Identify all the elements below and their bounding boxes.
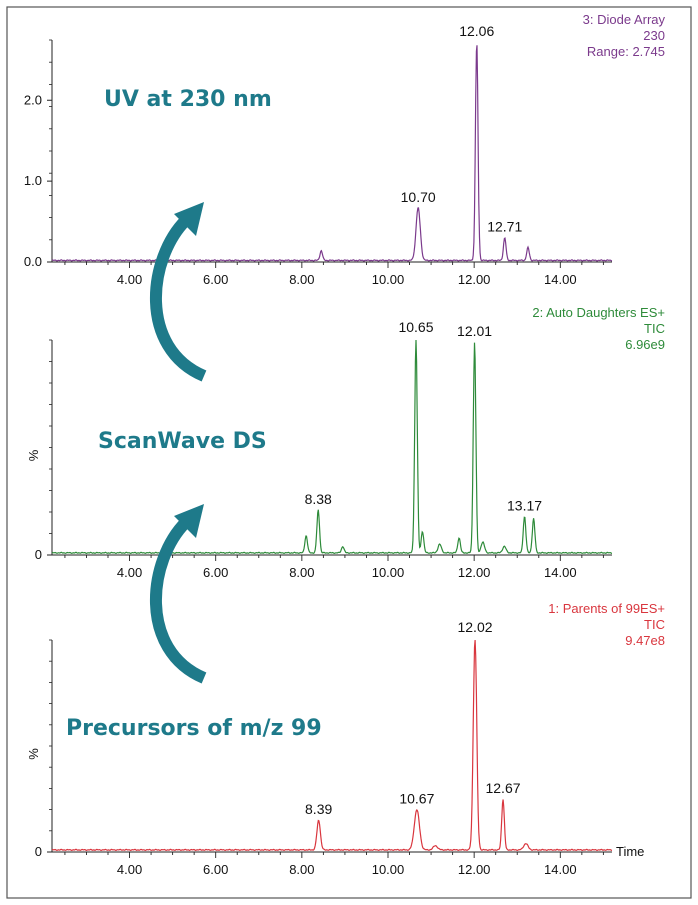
- series-trace: [51, 339, 612, 555]
- peak-label: 10.70: [401, 189, 436, 205]
- arrow-icon-head: [174, 504, 204, 538]
- y-tick-label: 0: [35, 844, 42, 859]
- x-tick-label: 6.00: [203, 862, 228, 877]
- x-tick-label: 4.00: [117, 272, 142, 287]
- overlay-label: Precursors of m/z 99: [66, 716, 322, 741]
- y-axis-label: %: [26, 449, 41, 461]
- arrow-icon-head: [174, 202, 204, 236]
- peak-label: 10.67: [399, 791, 434, 807]
- x-tick-label: 8.00: [289, 862, 314, 877]
- x-tick-label: 10.00: [372, 862, 405, 877]
- series-info-line: Range: 2.745: [587, 44, 665, 59]
- series-info-line: 1: Parents of 99ES+: [548, 601, 665, 616]
- x-tick-label: 8.00: [289, 565, 314, 580]
- x-tick-label: 6.00: [203, 565, 228, 580]
- x-tick-label: 14.00: [544, 565, 577, 580]
- series-info-line: 230: [643, 28, 665, 43]
- peak-label: 12.67: [485, 780, 520, 796]
- overlay-label: UV at 230 nm: [104, 87, 272, 112]
- y-tick-label: 0: [35, 547, 42, 562]
- peak-label: 8.39: [305, 801, 332, 817]
- x-tick-label: 10.00: [372, 272, 405, 287]
- peak-label: 12.02: [457, 619, 492, 635]
- y-tick-label: 0.0: [24, 254, 42, 269]
- series-info-line: 9.47e8: [625, 633, 665, 648]
- x-tick-label: 4.00: [117, 565, 142, 580]
- peak-label: 8.38: [305, 491, 332, 507]
- x-tick-label: 12.00: [458, 565, 491, 580]
- series-info-line: TIC: [644, 617, 665, 632]
- series-info-line: 3: Diode Array: [583, 12, 666, 27]
- x-axis-label: Time: [616, 844, 644, 859]
- x-tick-label: 12.00: [458, 862, 491, 877]
- y-tick-label: 2.0: [24, 92, 42, 107]
- series-info-line: 2: Auto Daughters ES+: [532, 305, 665, 320]
- x-tick-label: 12.00: [458, 272, 491, 287]
- x-tick-label: 14.00: [544, 862, 577, 877]
- x-tick-label: 8.00: [289, 272, 314, 287]
- y-axis-label: %: [26, 748, 41, 760]
- series-trace: [51, 45, 613, 262]
- overlay-label: ScanWave DS: [98, 429, 267, 454]
- peak-label: 13.17: [507, 497, 542, 513]
- arrow-icon: [149, 215, 207, 382]
- figure-border: [6, 6, 692, 899]
- peak-label: 10.65: [398, 319, 433, 335]
- series-trace: [51, 639, 613, 852]
- y-tick-label: 1.0: [24, 173, 42, 188]
- peak-label: 12.71: [487, 219, 522, 235]
- x-tick-label: 10.00: [372, 565, 405, 580]
- x-tick-label: 6.00: [203, 272, 228, 287]
- arrow-icon: [149, 517, 207, 684]
- series-info-line: TIC: [644, 321, 665, 336]
- series-info-line: 6.96e9: [625, 337, 665, 352]
- x-tick-label: 4.00: [117, 862, 142, 877]
- peak-label: 12.06: [459, 23, 494, 39]
- peak-label: 12.01: [457, 323, 492, 339]
- x-tick-label: 14.00: [544, 272, 577, 287]
